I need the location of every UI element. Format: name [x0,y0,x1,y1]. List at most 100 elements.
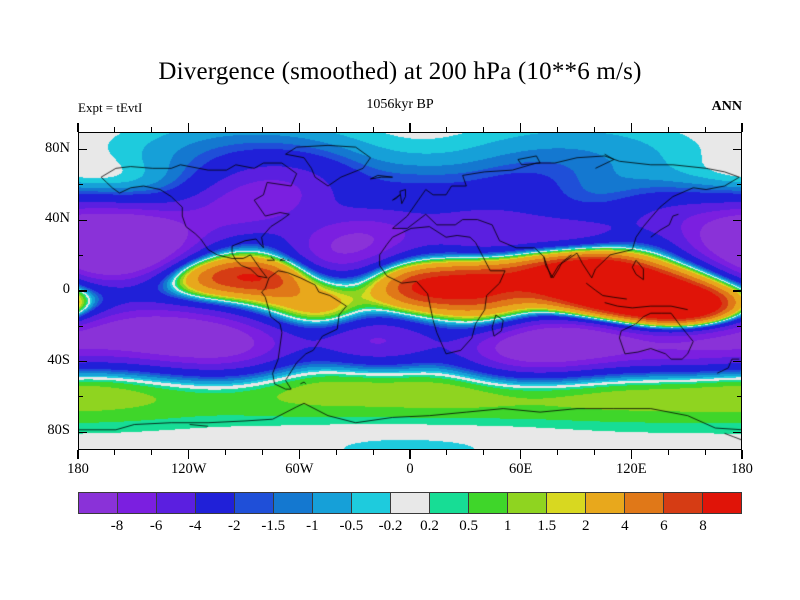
colorbar-cell-4 [235,493,274,513]
y-tick [733,219,742,222]
x-tick [483,450,485,455]
colorbar-cell-12 [547,493,586,513]
x-tick [593,127,595,132]
y-tick [737,184,742,186]
map-plot-area [78,132,742,450]
colorbar-cell-5 [274,493,313,513]
y-tick [78,361,87,363]
colorbar-tick-label: 1.5 [537,518,557,534]
x-tick [446,450,448,455]
colorbar-tick-label: -0.5 [339,518,364,534]
x-tick-label: 120W [170,461,207,477]
colorbar-tick-label: -1.5 [261,518,286,534]
y-tick-label: 40N [45,210,70,227]
x-tick [704,127,706,132]
colorbar-swatches [78,492,742,514]
y-tick [733,361,742,363]
x-tick [409,123,411,132]
x-tick [298,450,301,459]
x-tick [593,450,595,455]
colorbar-tick-label: -6 [149,518,163,534]
colorbar-cell-13 [586,493,625,513]
x-tick [741,123,743,132]
colorbar-cell-0 [79,493,118,513]
colorbar-cell-7 [352,493,391,513]
x-tick [446,127,448,132]
x-tick [520,450,522,459]
colorbar-cell-6 [313,493,352,513]
x-tick [77,450,79,459]
x-tick [630,123,633,132]
y-tick [78,184,83,186]
x-tick-label: 120E [616,461,647,477]
x-tick [483,127,485,132]
x-tick [630,450,633,459]
colorbar-tick-label: 6 [660,518,668,534]
y-tick [78,219,87,222]
y-tick [78,325,83,327]
colorbar-cell-9 [430,493,469,513]
x-tick [741,450,743,459]
x-tick [556,450,559,455]
experiment-label: Expt = tEvtI [78,100,143,115]
x-tick [556,127,559,132]
colorbar [78,492,742,514]
page-title: Divergence (smoothed) at 200 hPa (10**6 … [158,58,642,85]
colorbar-tick-label: 4 [621,518,629,534]
colorbar-cell-10 [469,493,508,513]
x-tick [151,450,153,455]
y-tick [78,290,87,292]
colorbar-tick-label: -8 [110,518,124,534]
y-tick [78,255,83,257]
y-tick [733,149,742,151]
colorbar-cell-1 [118,493,157,513]
season-label: ANN [711,99,742,114]
coastline-overlay [79,133,741,449]
colorbar-tick-label: 8 [699,518,707,534]
x-tick [188,450,190,459]
x-tick [224,450,227,455]
x-tick [667,127,669,132]
x-tick [188,123,190,132]
x-tick [261,450,263,455]
colorbar-tick-label: 0.5 [459,518,478,534]
colorbar-cell-15 [664,493,703,513]
colorbar-cell-2 [157,493,196,513]
x-tick [224,127,227,132]
colorbar-tick-label: -1 [306,518,319,534]
y-tick [737,325,742,327]
y-tick [737,396,742,398]
x-tick [704,450,706,455]
x-tick [261,127,263,132]
x-tick-label: 0 [406,461,414,477]
colorbar-tick-label: -4 [188,518,202,534]
y-tick [733,431,742,434]
y-tick [737,255,742,257]
y-tick [78,431,87,434]
x-tick [77,123,79,132]
colorbar-tick-label: 2 [582,518,590,534]
x-tick [335,450,337,455]
x-tick [114,127,116,132]
y-tick-label: 40S [47,351,70,368]
x-tick-label: 60W [285,461,314,477]
y-tick [78,149,87,151]
x-tick [372,450,374,455]
colorbar-tick-label: 1 [503,518,512,534]
y-tick-label: 80S [47,422,70,439]
y-tick [78,396,83,398]
x-tick [409,450,411,459]
y-tick-label: 80N [45,139,70,156]
colorbar-cell-16 [703,493,741,513]
y-tick-label: 0 [62,281,70,297]
x-tick-label: 60E [508,461,533,477]
x-tick [667,450,669,455]
x-tick-label: 180 [67,461,89,477]
colorbar-cell-11 [508,493,547,513]
colorbar-cell-14 [625,493,664,513]
x-tick-label: 180 [731,461,753,477]
chart-subtitle: 1056kyr BP [366,97,434,112]
x-tick [335,127,337,132]
x-tick [151,127,153,132]
